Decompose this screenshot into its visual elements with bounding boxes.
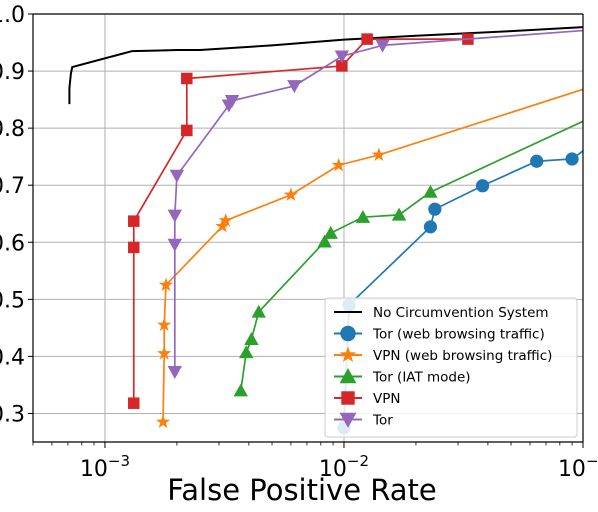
- data-point: [565, 152, 579, 166]
- data-point: [128, 397, 140, 409]
- data-point: [128, 215, 140, 227]
- data-point: [167, 366, 183, 380]
- data-point: [167, 238, 183, 252]
- data-point: [375, 39, 390, 53]
- x-tick-label: 10−2: [319, 452, 369, 482]
- legend: No Circumvention System Tor (web browsing…: [324, 297, 578, 438]
- x-axis-title: False Positive Rate: [167, 473, 437, 507]
- legend-label: No Circumvention System: [373, 305, 549, 321]
- legend-marker: [339, 368, 357, 384]
- y-tick-label: 0.4: [0, 345, 25, 370]
- legend-label: Tor (web browsing traffic): [372, 327, 545, 343]
- axes: [28, 13, 584, 448]
- data-point: [475, 179, 490, 193]
- legend-label: VPN (web browsing traffic): [373, 348, 552, 364]
- data-point: [317, 234, 332, 248]
- y-tick-label: 0.8: [0, 117, 25, 142]
- data-point: [155, 414, 171, 429]
- y-tick-label: 0.9: [0, 60, 25, 85]
- series-1: [68, 26, 583, 105]
- legend-marker: [341, 391, 355, 405]
- tick-labels: 0.3 0.4 0.5 0.6 0.7 0.8 0.9 1.0 10−3 10−2 10−1: [0, 3, 598, 482]
- y-tick-label: 0.3: [0, 402, 25, 427]
- data-point: [128, 241, 140, 254]
- data-point: [157, 317, 172, 332]
- data-point: [287, 80, 302, 94]
- data-point: [361, 33, 373, 45]
- legend-entry: VPN: [334, 391, 400, 407]
- legend-marker: [339, 346, 357, 363]
- legend-entry: Tor (IAT mode): [334, 368, 471, 386]
- series-3: [155, 88, 583, 429]
- data-point: [355, 209, 371, 223]
- legend-entry: Tor (web browsing traffic): [334, 325, 545, 343]
- data-point: [169, 169, 185, 183]
- data-point: [530, 154, 544, 168]
- y-tick-label: 1.0: [0, 3, 25, 28]
- data-point: [391, 207, 407, 221]
- data-point: [181, 72, 193, 85]
- data-point: [181, 124, 193, 137]
- data-point: [167, 209, 183, 223]
- data-point: [371, 147, 386, 161]
- plot-area: [68, 26, 583, 435]
- data-point: [233, 383, 248, 397]
- data-point: [423, 220, 438, 234]
- data-point: [323, 225, 338, 239]
- data-point: [336, 60, 348, 72]
- data-point: [334, 50, 350, 64]
- data-point: [224, 94, 240, 108]
- data-point: [158, 277, 174, 292]
- data-point: [244, 332, 259, 346]
- x-tick-label: 10−1: [558, 452, 598, 482]
- series-6: [167, 29, 583, 380]
- legend-label: Tor: [372, 413, 393, 429]
- series-line: [68, 26, 583, 105]
- legend-label: Tor (IAT mode): [372, 370, 471, 386]
- y-tick-label: 0.5: [0, 288, 25, 313]
- data-point: [218, 213, 233, 227]
- legend-entry: No Circumvention System: [334, 305, 549, 321]
- legend-entry: VPN (web browsing traffic): [334, 346, 552, 364]
- legend-box: [324, 297, 578, 438]
- legend-marker: [340, 325, 356, 342]
- data-point: [251, 304, 266, 318]
- data-point: [239, 345, 254, 359]
- legend-entry: Tor: [334, 413, 393, 429]
- legend-marker: [339, 412, 357, 428]
- data-point: [428, 202, 442, 216]
- legend-label: VPN: [373, 391, 400, 407]
- y-tick-label: 0.6: [0, 231, 25, 256]
- data-point: [423, 184, 438, 198]
- data-point: [283, 187, 299, 201]
- data-point: [331, 157, 346, 172]
- data-point: [157, 346, 172, 360]
- x-tick-label: 10−3: [80, 452, 130, 482]
- series-4: [233, 120, 583, 397]
- y-tick-label: 0.7: [0, 174, 25, 199]
